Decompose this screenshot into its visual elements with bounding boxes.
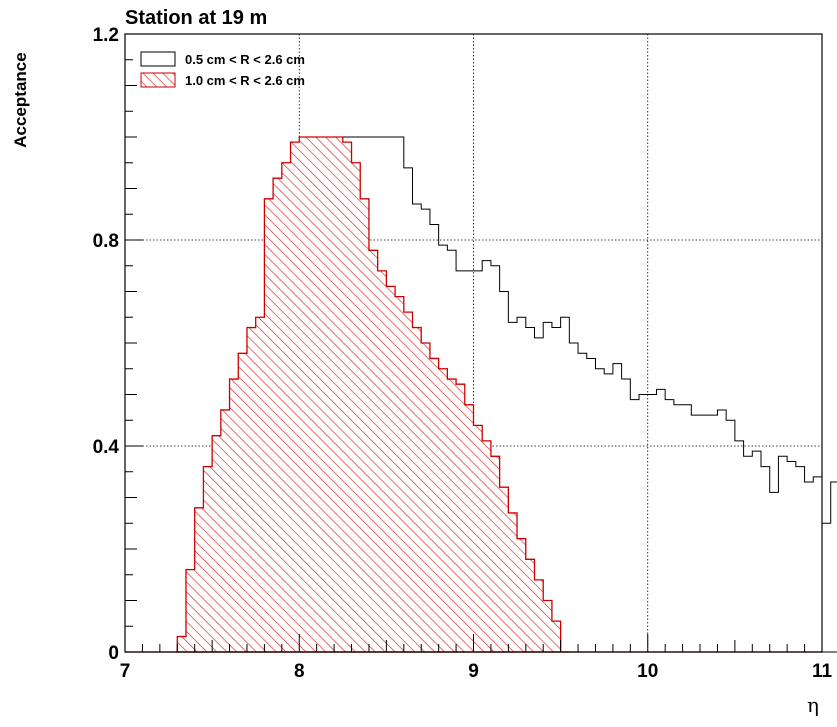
histogram-bin	[543, 601, 552, 653]
x-tick-label: 8	[294, 661, 305, 682]
histogram-bin	[639, 395, 648, 653]
histogram-bin	[273, 178, 282, 652]
histogram-bin	[683, 405, 692, 652]
histogram-bin	[343, 142, 352, 652]
y-tick-label: 0	[108, 643, 119, 664]
histogram-bin	[177, 637, 186, 652]
histogram-bin	[203, 467, 212, 652]
histogram-bin	[752, 451, 761, 652]
series-layer	[125, 136, 837, 653]
x-tick-label: 9	[468, 661, 479, 682]
histogram-bin	[439, 369, 448, 652]
histogram-bin	[256, 317, 265, 652]
histogram-bin	[561, 317, 570, 652]
histogram-bin	[465, 405, 474, 652]
histogram-bin	[613, 364, 622, 652]
y-tick-label: 0.4	[93, 437, 120, 458]
histogram-bin	[430, 358, 439, 652]
histogram-bin	[787, 461, 796, 652]
histogram-bin	[291, 142, 300, 652]
histogram-bin	[212, 436, 221, 652]
histogram-bin	[831, 482, 837, 652]
histogram-bin	[474, 425, 483, 652]
histogram-bin	[360, 199, 369, 652]
y-tick-label: 0.8	[93, 231, 119, 252]
histogram-bin	[517, 539, 526, 652]
x-tick-label: 10	[637, 661, 658, 682]
histogram-bin	[447, 379, 456, 652]
histogram-bin	[552, 328, 561, 652]
histogram-bin	[796, 467, 805, 652]
histogram-bin	[674, 405, 683, 652]
histogram-bin	[648, 395, 657, 653]
histogram-bin	[604, 374, 613, 652]
legend: 0.5 cm < R < 2.6 cm 1.0 cm < R < 2.6 cm	[140, 51, 305, 88]
histogram-bin	[230, 379, 239, 652]
histogram-bin	[700, 415, 709, 652]
legend-label-hatched: 1.0 cm < R < 2.6 cm	[185, 73, 305, 88]
histogram-bin	[717, 410, 726, 652]
histogram-bin	[456, 384, 465, 652]
histogram-bin	[508, 513, 517, 652]
x-axis-label: η	[807, 693, 819, 717]
legend-swatch-hatched	[140, 72, 176, 88]
histogram-bin	[526, 559, 535, 652]
histogram-bin	[552, 621, 561, 652]
histogram-bin	[665, 400, 674, 652]
histogram-bin	[195, 508, 204, 652]
histogram-bin	[386, 286, 395, 652]
y-tick-label: 1.2	[93, 25, 119, 46]
histogram-bin	[578, 353, 587, 652]
histogram-bin	[726, 420, 735, 652]
histogram-bin	[186, 570, 195, 652]
legend-swatch-outline	[140, 51, 176, 67]
histogram-bin	[238, 353, 247, 652]
histogram-bin	[317, 137, 326, 652]
histogram-bin	[264, 199, 273, 652]
histogram-bin	[770, 492, 779, 652]
histogram-bin	[735, 441, 744, 652]
histogram-bin	[805, 482, 814, 652]
axis-ticks: 7 8 9 10 11 0 0.4 0.8 1.2	[93, 25, 833, 682]
histogram-bin	[691, 415, 700, 652]
histogram-bin	[413, 328, 422, 652]
chart-title: Station at 19 m	[125, 7, 267, 29]
histogram-bin	[221, 410, 230, 652]
histogram-bin	[491, 456, 500, 652]
histogram-bin	[395, 297, 404, 652]
histogram-bin	[352, 163, 361, 652]
legend-label-outline: 0.5 cm < R < 2.6 cm	[185, 52, 305, 67]
histogram-bin	[308, 137, 317, 652]
histogram-bin	[778, 456, 787, 652]
histogram-bin	[709, 415, 718, 652]
histogram-bin	[656, 389, 665, 652]
histogram-bin	[247, 328, 256, 652]
histogram-bin	[369, 250, 378, 652]
x-tick-label: 7	[120, 661, 131, 682]
histogram-bin	[569, 343, 578, 652]
histogram-bin	[813, 477, 822, 652]
histogram-bin	[325, 137, 334, 652]
histogram-bin	[404, 312, 413, 652]
hatched-histogram-series	[176, 136, 570, 653]
histogram-bin	[630, 400, 639, 652]
histogram-bin	[622, 379, 631, 652]
histogram-bin	[744, 456, 753, 652]
histogram-bin	[822, 523, 831, 652]
histogram-bin	[534, 580, 543, 652]
y-axis-label: Acceptance	[11, 52, 30, 147]
histogram-bin	[421, 343, 430, 652]
histogram-bin	[482, 441, 491, 652]
histogram-bin	[587, 358, 596, 652]
histogram-bin	[334, 137, 343, 652]
histogram-bin	[299, 137, 308, 652]
histogram-bin	[500, 487, 509, 652]
histogram-bin	[595, 369, 604, 652]
histogram-bin	[378, 271, 387, 652]
x-tick-label: 11	[812, 661, 833, 682]
histogram-bin	[282, 163, 291, 652]
histogram-bin	[761, 467, 770, 652]
